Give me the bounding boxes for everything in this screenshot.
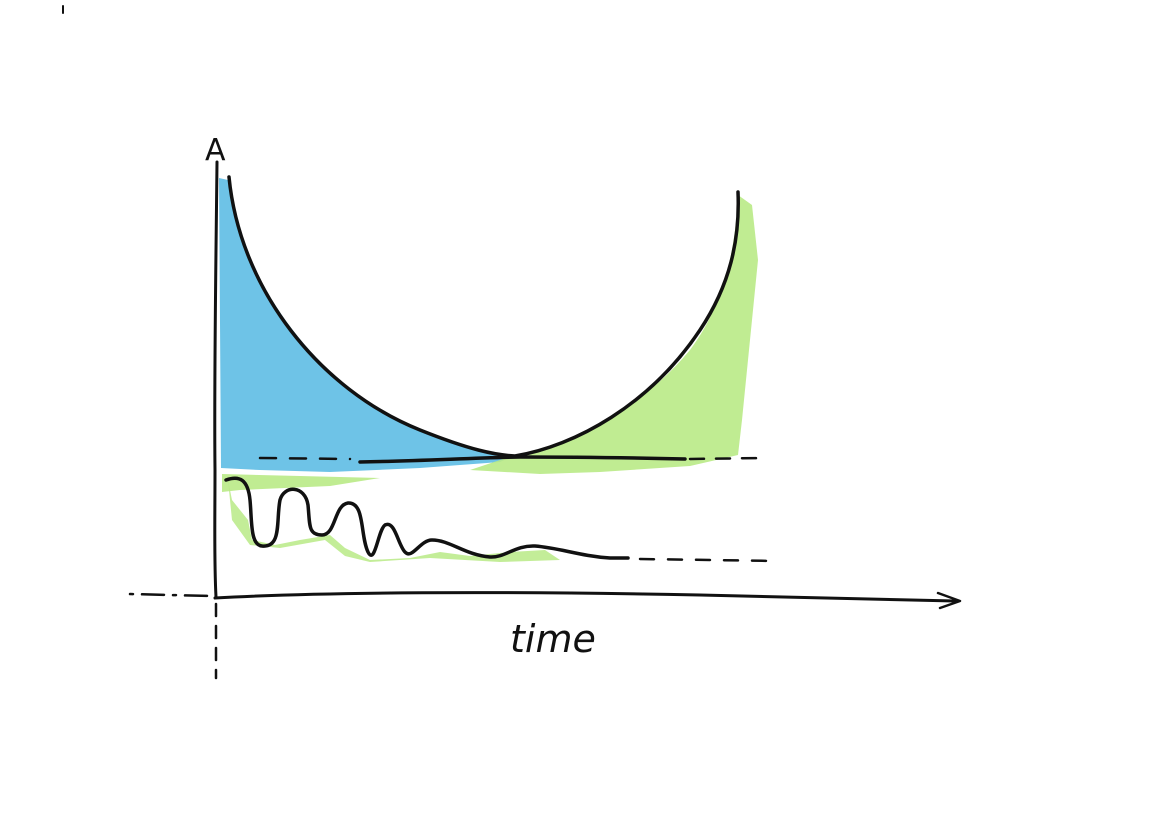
green-under-band bbox=[222, 474, 380, 492]
x-axis-label: time bbox=[510, 617, 596, 661]
y-axis-label: A bbox=[205, 133, 226, 168]
green-shaded-region bbox=[470, 195, 758, 474]
upper-asymptote-dashed bbox=[258, 456, 352, 461]
upper-asymptote-dashed-right bbox=[688, 456, 764, 461]
blue-shaded-region bbox=[219, 178, 515, 472]
y-axis-line bbox=[213, 160, 219, 599]
upper-asymptote-solid bbox=[358, 455, 687, 464]
x-axis-dashed-extension bbox=[128, 592, 212, 598]
x-axis-line bbox=[213, 591, 957, 603]
x-axis-arrowhead bbox=[936, 591, 962, 610]
lower-asymptote-dashed bbox=[638, 557, 780, 563]
green-oscillation-shade bbox=[228, 480, 560, 562]
damped-oscillation-curve bbox=[224, 476, 630, 560]
